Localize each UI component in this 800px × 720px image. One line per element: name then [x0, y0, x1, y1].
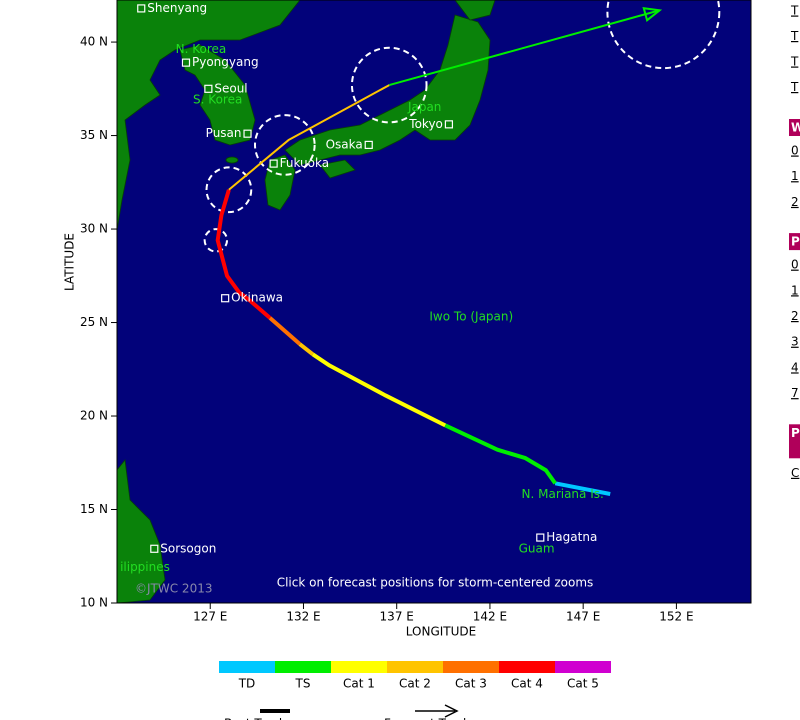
- x-axis-label: LONGITUDE: [406, 625, 476, 639]
- panel-link: T: [790, 29, 799, 43]
- best-track: [311, 352, 447, 428]
- y-tick-label: 15 N: [80, 502, 108, 516]
- legend-label: TD: [238, 677, 256, 691]
- place-marker: [243, 129, 252, 138]
- y-tick-label: 20 N: [80, 409, 108, 423]
- region-label: Guam: [519, 541, 555, 555]
- place-marker: [221, 294, 230, 303]
- place-marker: [536, 533, 545, 542]
- panel-header: P: [791, 235, 800, 249]
- legend-line-label: Best Track: [224, 717, 286, 720]
- panel-header-box: [789, 119, 800, 136]
- place-label: Hagatna: [546, 530, 597, 544]
- panel-link: 3: [791, 335, 799, 349]
- legend-swatch: [331, 661, 387, 673]
- y-tick-label: 30 N: [80, 222, 108, 236]
- x-tick-label: 132 E: [286, 610, 320, 624]
- legend-label: Cat 3: [455, 677, 487, 691]
- place-marker: [181, 58, 191, 67]
- y-tick-label: 35 N: [80, 128, 108, 142]
- panel-link: C: [791, 466, 799, 480]
- forecast-track: [388, 9, 660, 87]
- region-label: ilippines: [120, 560, 170, 574]
- panel-header: W: [791, 121, 800, 135]
- place-label: Osaka: [326, 137, 363, 151]
- best-track: [268, 316, 302, 346]
- legend-swatch: [443, 661, 499, 673]
- x-tick-label: 152 E: [659, 610, 693, 624]
- legend-swatch: [387, 661, 443, 673]
- region-label: N. Mariana Is.: [522, 487, 604, 501]
- place-label: Shenyang: [147, 1, 207, 15]
- legend-arrow: [444, 704, 459, 718]
- panel-link: T: [790, 80, 799, 94]
- forecast-circle: [606, 0, 721, 70]
- legend-label: Cat 5: [567, 677, 599, 691]
- region-label: S. Korea: [193, 93, 242, 107]
- place-label: Pyongyang: [192, 55, 259, 69]
- best-track: [298, 342, 315, 356]
- panel-header: P A: [791, 426, 800, 440]
- place-marker: [150, 544, 159, 553]
- legend-label: Cat 2: [399, 677, 431, 691]
- forecast-track: [228, 84, 390, 191]
- y-tick-label: 25 N: [80, 315, 108, 329]
- y-tick-label: 10 N: [80, 596, 108, 610]
- panel-link: 2: [791, 309, 799, 323]
- forecast-circle: [203, 228, 229, 253]
- panel-link: T: [790, 4, 799, 18]
- x-tick-label: 147 E: [566, 610, 600, 624]
- land: [116, 0, 496, 604]
- forecast-circle: [253, 114, 316, 176]
- region-label: Iwo To (Japan): [429, 309, 513, 323]
- region-label: N. Korea: [176, 42, 227, 56]
- x-tick-label: 137 E: [380, 610, 414, 624]
- panel-link: 4: [791, 360, 799, 374]
- best-track: [444, 423, 557, 485]
- place-marker: [269, 159, 278, 168]
- x-tick-label: 142 E: [473, 610, 507, 624]
- panel-link: 1: [791, 283, 799, 297]
- legend-label: Cat 4: [511, 677, 543, 691]
- legend-line-label: Forecast Track: [384, 717, 470, 720]
- place-label: Tokyo: [408, 117, 443, 131]
- x-tick-label: 127 E: [193, 610, 227, 624]
- panel-link: 1: [791, 169, 799, 183]
- place-marker: [364, 140, 373, 150]
- place-marker: [137, 4, 146, 13]
- place-label: Fukuoka: [280, 156, 329, 170]
- y-tick-label: 40 N: [80, 35, 108, 49]
- panel-link: 0: [791, 144, 799, 158]
- panel-link: 7: [791, 386, 799, 400]
- place-label: Sorsogon: [160, 541, 216, 555]
- legend-label: TS: [295, 677, 311, 691]
- place-label: Okinawa: [231, 291, 283, 305]
- legend-swatch: [275, 661, 331, 673]
- panel-link: 0: [791, 258, 799, 272]
- panel-link: T: [790, 55, 799, 69]
- place-label: Pusan: [206, 126, 242, 140]
- panel-header-box: [789, 233, 800, 251]
- legend-swatch: [499, 661, 555, 673]
- place-label: Seoul: [214, 81, 247, 95]
- y-axis-label: LATITUDE: [63, 233, 77, 291]
- best-track: [215, 189, 272, 320]
- place-marker: [204, 84, 213, 93]
- panel-link: 2: [791, 195, 799, 209]
- map-frame: [116, 0, 752, 604]
- legend-swatch: [555, 661, 611, 673]
- best-track: [554, 481, 611, 496]
- region-label: Japan: [407, 100, 441, 114]
- forecast-circle: [350, 46, 428, 124]
- place-marker: [444, 120, 454, 129]
- forecast-arrow: [642, 7, 663, 22]
- panel-header-box: [789, 424, 800, 459]
- legend-swatch: [219, 661, 275, 673]
- forecast-circle: [205, 166, 253, 214]
- note: Click on forecast positions for storm-ce…: [277, 576, 594, 590]
- credit: ©JTWC 2013: [135, 582, 212, 596]
- legend-label: Cat 1: [343, 677, 375, 691]
